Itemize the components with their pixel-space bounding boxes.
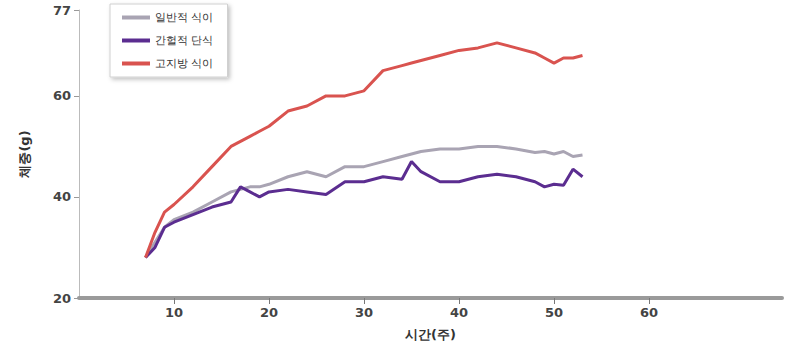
svg-text:체중(g): 체중(g): [17, 130, 32, 178]
svg-text:40: 40: [450, 305, 468, 320]
svg-text:10: 10: [165, 305, 183, 320]
svg-text:30: 30: [355, 305, 373, 320]
svg-text:간헐적 단식: 간헐적 단식: [155, 34, 214, 47]
svg-text:50: 50: [545, 305, 563, 320]
svg-text:20: 20: [260, 305, 278, 320]
svg-text:60: 60: [640, 305, 658, 320]
svg-text:77: 77: [53, 3, 71, 18]
svg-text:40: 40: [53, 189, 71, 204]
svg-text:20: 20: [53, 291, 71, 306]
svg-text:시간(주): 시간(주): [405, 327, 456, 342]
svg-text:일반적 식이: 일반적 식이: [155, 11, 214, 24]
svg-text:고지방 식이: 고지방 식이: [155, 57, 214, 70]
svg-text:60: 60: [53, 88, 71, 103]
